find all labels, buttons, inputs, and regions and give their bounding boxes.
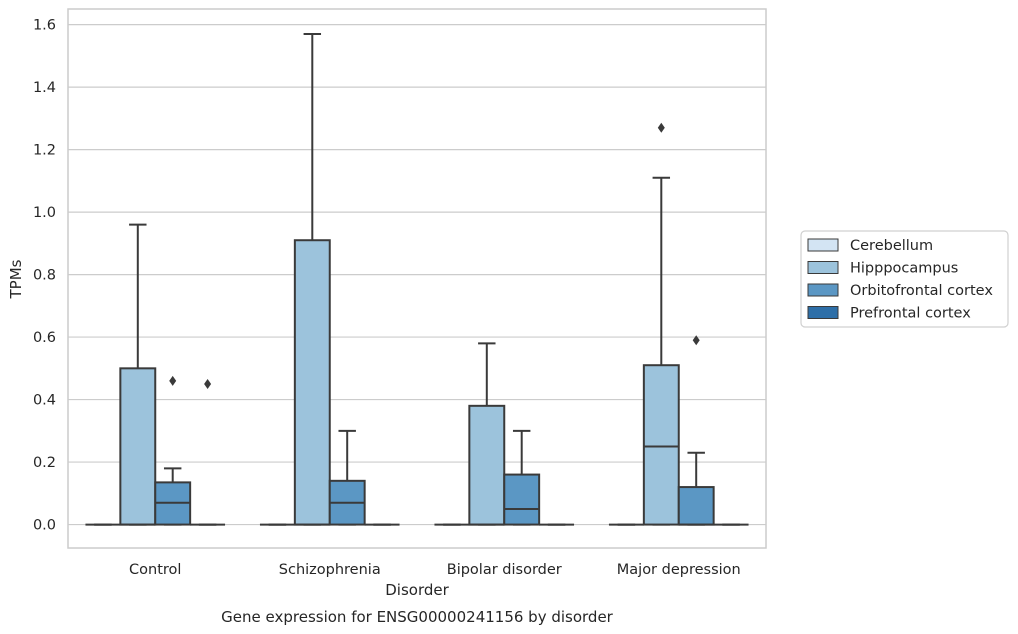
y-axis-label: TPMs <box>7 259 25 299</box>
legend-item: Hipppocampus <box>807 261 958 277</box>
box-body <box>677 486 715 526</box>
legend-label: Orbitofrontal cortex <box>850 283 993 299</box>
chart-title: Gene expression for ENSG00000241156 by d… <box>221 608 614 626</box>
box-group <box>642 122 680 526</box>
x-tick-label: Major depression <box>617 562 741 578</box>
legend: Cerebellum Hipppocampus Orbitofrontal cort… <box>800 230 1009 328</box>
legend-label: Prefrontal cortex <box>850 306 971 322</box>
box-body <box>293 239 331 526</box>
box-group <box>503 429 541 526</box>
legend-frame <box>800 230 1009 328</box>
x-tick-label: Schizophrenia <box>279 562 381 578</box>
box-body <box>503 473 541 526</box>
y-tick-label: 1.4 <box>33 80 56 96</box>
box-group <box>154 375 192 526</box>
y-tick-label: 1.2 <box>33 143 56 159</box>
y-tick-label: 0.4 <box>33 393 56 409</box>
marks-layer <box>85 32 749 526</box>
legend-item: Cerebellum <box>807 238 933 254</box>
box-group <box>677 335 715 526</box>
box-group <box>190 378 226 526</box>
plot-frame <box>67 8 767 549</box>
y-tick-label: 0.8 <box>33 268 56 284</box>
box-body <box>119 367 157 526</box>
legend-label: Hipppocampus <box>850 261 958 277</box>
outlier-point <box>169 375 177 386</box>
y-tick-label: 0.6 <box>33 330 56 346</box>
box-group <box>293 32 331 526</box>
x-tick-labels: Control Schizophrenia Bipolar disorder Majo… <box>129 562 741 578</box>
outlier-point <box>657 122 665 133</box>
legend-swatch <box>807 261 839 274</box>
outlier-point <box>204 378 212 389</box>
legend-item: Orbitofrontal cortex <box>807 283 993 299</box>
y-tick-label: 1.6 <box>33 18 56 34</box>
legend-label: Cerebellum <box>850 238 933 254</box>
y-tick-label: 1.0 <box>33 205 56 221</box>
legend-swatch <box>807 306 839 319</box>
box-body <box>642 364 680 526</box>
legend-swatch <box>807 283 839 297</box>
outlier-point <box>692 335 700 346</box>
box-group <box>119 223 157 526</box>
y-tick-labels: 0.0 0.2 0.4 0.6 0.8 1.0 1.2 1.4 1.6 <box>33 18 56 534</box>
x-tick-label: Control <box>129 562 181 578</box>
legend-item: Prefrontal cortex <box>807 306 971 322</box>
box-group <box>468 342 506 526</box>
y-tick-label: 0.2 <box>33 455 56 471</box>
legend-swatch <box>807 238 839 252</box>
grid-layer <box>68 24 766 526</box>
box-body <box>468 404 506 526</box>
box-group <box>328 429 366 526</box>
y-tick-label: 0.0 <box>33 518 56 534</box>
x-axis-label: Disorder <box>385 581 449 599</box>
x-tick-label: Bipolar disorder <box>447 562 562 578</box>
